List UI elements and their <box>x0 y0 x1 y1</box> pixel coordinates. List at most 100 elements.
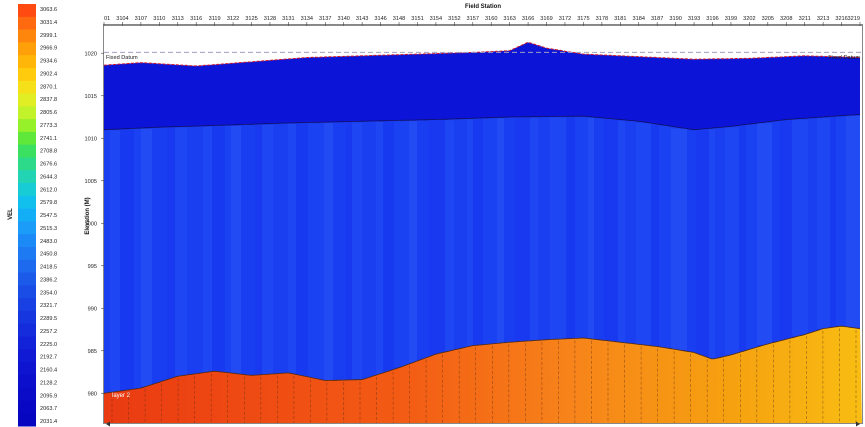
velocity-stripe <box>739 125 746 352</box>
x-tick-label: 3181 <box>614 16 626 22</box>
velocity-stripe <box>110 130 120 392</box>
colorbar-cell <box>18 29 36 43</box>
velocity-stripe <box>746 124 757 349</box>
velocity-stripe <box>152 128 167 383</box>
velocity-stripe <box>515 117 530 342</box>
velocity-stripe <box>473 119 483 346</box>
velocity-stripe <box>709 129 715 359</box>
colorbar-tick-label: 2902.4 <box>40 71 57 77</box>
x-tick-label: 3163 <box>503 16 515 22</box>
y-tick-label: 1015 <box>85 94 97 100</box>
colorbar-tick-label: 2579.8 <box>40 200 57 206</box>
x-tick-label: 3152 <box>448 16 460 22</box>
velocity-stripe <box>715 128 725 358</box>
colorbar-cell <box>18 119 36 133</box>
x-tick-label: 3178 <box>596 16 608 22</box>
velocity-stripe <box>417 120 429 359</box>
colorbar-tick-label: 2644.3 <box>40 174 57 180</box>
x-tick-label: 3166 <box>522 16 534 22</box>
x-tick-label: 3211 <box>799 16 811 22</box>
velocity-stripe <box>429 120 445 354</box>
deep-layer-stripes <box>111 328 857 423</box>
scroll-left-icon[interactable] <box>106 421 110 427</box>
colorbar-tick-label: 2708.8 <box>40 149 57 155</box>
velocity-stripe <box>454 119 467 349</box>
colorbar-cell <box>18 323 36 337</box>
colorbar-tick-label: 2386.2 <box>40 277 57 283</box>
plot-frame <box>103 24 863 424</box>
x-tick-label: 3219 <box>848 16 860 22</box>
velocity-stripe <box>333 122 346 381</box>
x-tick-label: 3187 <box>651 16 663 22</box>
layer1-polygon <box>104 42 860 130</box>
colorbar-cell <box>18 298 36 312</box>
velocity-stripe <box>550 117 566 340</box>
colorbar-tick-label: 2741.1 <box>40 136 57 142</box>
x-tick-label: 3116 <box>190 16 202 22</box>
velocity-stripe <box>445 120 454 351</box>
velocity-stripe <box>780 120 792 340</box>
velocity-stripe <box>817 118 830 329</box>
colorbar-cell <box>18 310 36 325</box>
velocity-stripe <box>530 117 538 341</box>
colorbar-cell <box>18 272 36 286</box>
velocity-stripe <box>588 117 594 339</box>
velocity-stripe <box>167 127 175 379</box>
x-tick-label: 3143 <box>356 16 368 22</box>
x-tick-label: 01 <box>104 16 110 22</box>
x-tick-label: 3216 <box>835 16 847 22</box>
colorbar-tick-label: 2095.9 <box>40 393 57 399</box>
colorbar-tick-label: 2837.8 <box>40 97 57 103</box>
colorbar-tick-label: 2676.6 <box>40 162 57 168</box>
colorbar-tick-label: 2547.5 <box>40 213 57 219</box>
colorbar-cell <box>18 157 36 171</box>
layer1-base-line <box>104 114 861 131</box>
velocity-stripe <box>273 124 288 374</box>
x-tick-label: 3128 <box>264 16 276 22</box>
colorbar-tick-label: 2289.5 <box>40 316 57 322</box>
velocity-stripe <box>575 117 588 339</box>
velocity-stripe <box>141 128 152 387</box>
colorbar-tick-label: 2773.3 <box>40 123 57 129</box>
colorbar-tick-label: 2870.1 <box>40 84 57 90</box>
colorbar-cell <box>18 413 36 427</box>
x-axis-ticks: 01 3104 3107 3110 3113 3116 3119 3122 3125 3128 31… <box>103 16 861 26</box>
velocity-stripe <box>467 119 473 347</box>
scroll-right-icon[interactable] <box>856 421 860 427</box>
layer3-polygon <box>104 326 862 423</box>
plot-area <box>104 26 862 423</box>
colorbar-tick-label: 2321.7 <box>40 303 57 309</box>
colorbar-tick-label: 2483.0 <box>40 239 57 245</box>
colorbar-cell <box>18 106 36 120</box>
x-tick-label: 3134 <box>301 16 313 22</box>
x-tick-label: 3104 <box>116 16 128 22</box>
colorbar-label: VEL <box>8 208 14 220</box>
y-tick-label: 990 <box>88 306 97 312</box>
colorbar-cell <box>18 80 36 95</box>
colorbar-cell <box>18 170 36 184</box>
velocity-stripe <box>792 119 808 336</box>
velocity-stripe <box>187 127 203 374</box>
velocity-stripe <box>625 121 636 344</box>
x-tick-label: 3113 <box>172 16 184 22</box>
x-tick-label: 3205 <box>762 16 774 22</box>
x-tick-label: 3148 <box>393 16 405 22</box>
colorbar-cell <box>18 387 36 401</box>
velocity-stripe <box>255 125 262 375</box>
y-axis-label: Elevation (M) <box>85 197 91 234</box>
velocity-stripe <box>659 126 671 348</box>
colorbar-cell <box>18 67 36 82</box>
velocity-stripe <box>346 122 352 380</box>
colorbar-tick-label: 2805.6 <box>40 110 57 116</box>
colorbar-cell <box>18 349 36 363</box>
x-tick-label: 3202 <box>743 16 755 22</box>
velocity-stripe <box>538 117 550 340</box>
x-tick-label: 3157 <box>467 16 479 22</box>
x-tick-label: 3131 <box>282 16 294 22</box>
x-tick-label: 3119 <box>209 16 221 22</box>
colorbar-cell <box>18 246 36 261</box>
colorbar-cell <box>18 362 36 376</box>
colorbar-tick-label: 2031.4 <box>40 419 57 425</box>
x-tick-label: 3199 <box>725 16 737 22</box>
velocity-stripe <box>134 129 141 389</box>
